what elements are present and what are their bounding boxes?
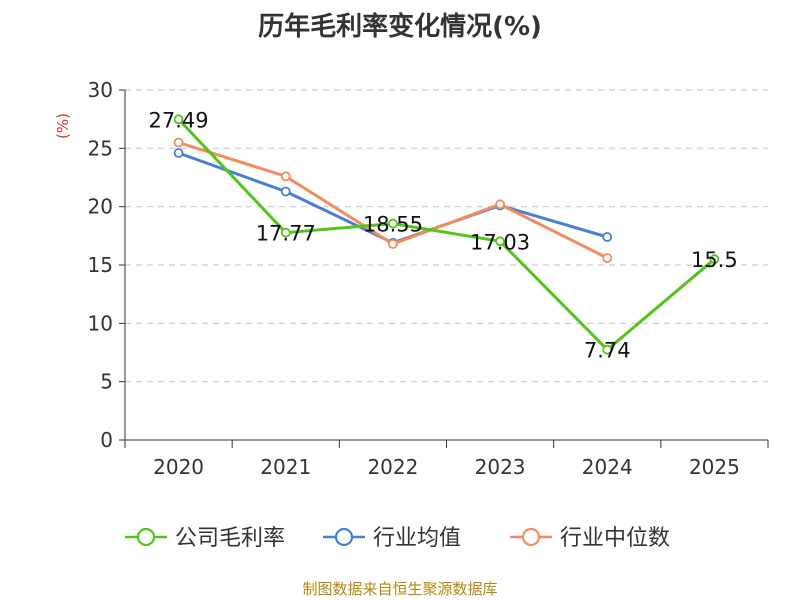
x-tick-label: 2023 bbox=[475, 455, 526, 479]
legend-label: 行业均值 bbox=[373, 526, 461, 551]
legend-marker bbox=[521, 527, 541, 547]
data-point bbox=[495, 236, 505, 247]
legend-label: 公司毛利率 bbox=[175, 526, 285, 551]
data-labels: 27.49 17.77 18.55 17.03 7.74 15.5 bbox=[149, 108, 738, 362]
data-label: 27.49 bbox=[149, 108, 209, 132]
chart-title: 历年毛利率变化情况(%) bbox=[258, 12, 542, 42]
legend-marker bbox=[334, 527, 354, 547]
data-point bbox=[173, 148, 184, 158]
legend: 公司毛利率 行业均值 行业中位数 bbox=[125, 526, 670, 551]
data-point bbox=[495, 199, 505, 210]
data-point bbox=[280, 227, 291, 238]
legend-item: 行业均值 bbox=[323, 526, 461, 551]
y-tick-label: 5 bbox=[100, 370, 113, 394]
legend-marker bbox=[136, 527, 156, 547]
data-point bbox=[173, 137, 184, 148]
y-tick-label: 30 bbox=[88, 78, 113, 102]
legend-label: 行业中位数 bbox=[560, 526, 670, 551]
legend-item: 公司毛利率 bbox=[125, 526, 285, 551]
y-tick-label: 15 bbox=[88, 253, 113, 277]
y-tick-label: 25 bbox=[88, 136, 113, 160]
data-point bbox=[388, 239, 398, 249]
grid-lines bbox=[125, 89, 768, 383]
legend-item: 行业中位数 bbox=[510, 526, 670, 551]
data-label: 17.77 bbox=[256, 222, 316, 246]
data-label: 18.55 bbox=[363, 213, 423, 237]
data-label: 17.03 bbox=[470, 230, 530, 254]
x-tick-label: 2022 bbox=[367, 455, 418, 479]
y-tick-label: 20 bbox=[88, 195, 113, 219]
data-point bbox=[388, 218, 398, 229]
data-point bbox=[280, 171, 291, 182]
source-note: 制图数据来自恒生聚源数据库 bbox=[302, 580, 498, 598]
x-tick-label: 2021 bbox=[260, 455, 311, 479]
x-tick-label: 2025 bbox=[689, 455, 740, 479]
data-label: 7.74 bbox=[584, 339, 631, 363]
data-label: 15.5 bbox=[691, 248, 738, 272]
x-tick-label: 2024 bbox=[582, 455, 633, 479]
series-line bbox=[177, 118, 716, 352]
data-point bbox=[602, 344, 613, 355]
data-point bbox=[709, 254, 720, 265]
x-tick-label: 2020 bbox=[153, 455, 204, 479]
y-tick-label: 0 bbox=[100, 428, 113, 452]
y-tick-label: 10 bbox=[88, 311, 113, 335]
data-point bbox=[173, 114, 184, 125]
data-point bbox=[280, 186, 291, 197]
series-lines bbox=[173, 114, 720, 355]
data-point bbox=[602, 253, 613, 263]
y-axis-label: (%) bbox=[54, 113, 72, 139]
data-point bbox=[602, 232, 613, 242]
